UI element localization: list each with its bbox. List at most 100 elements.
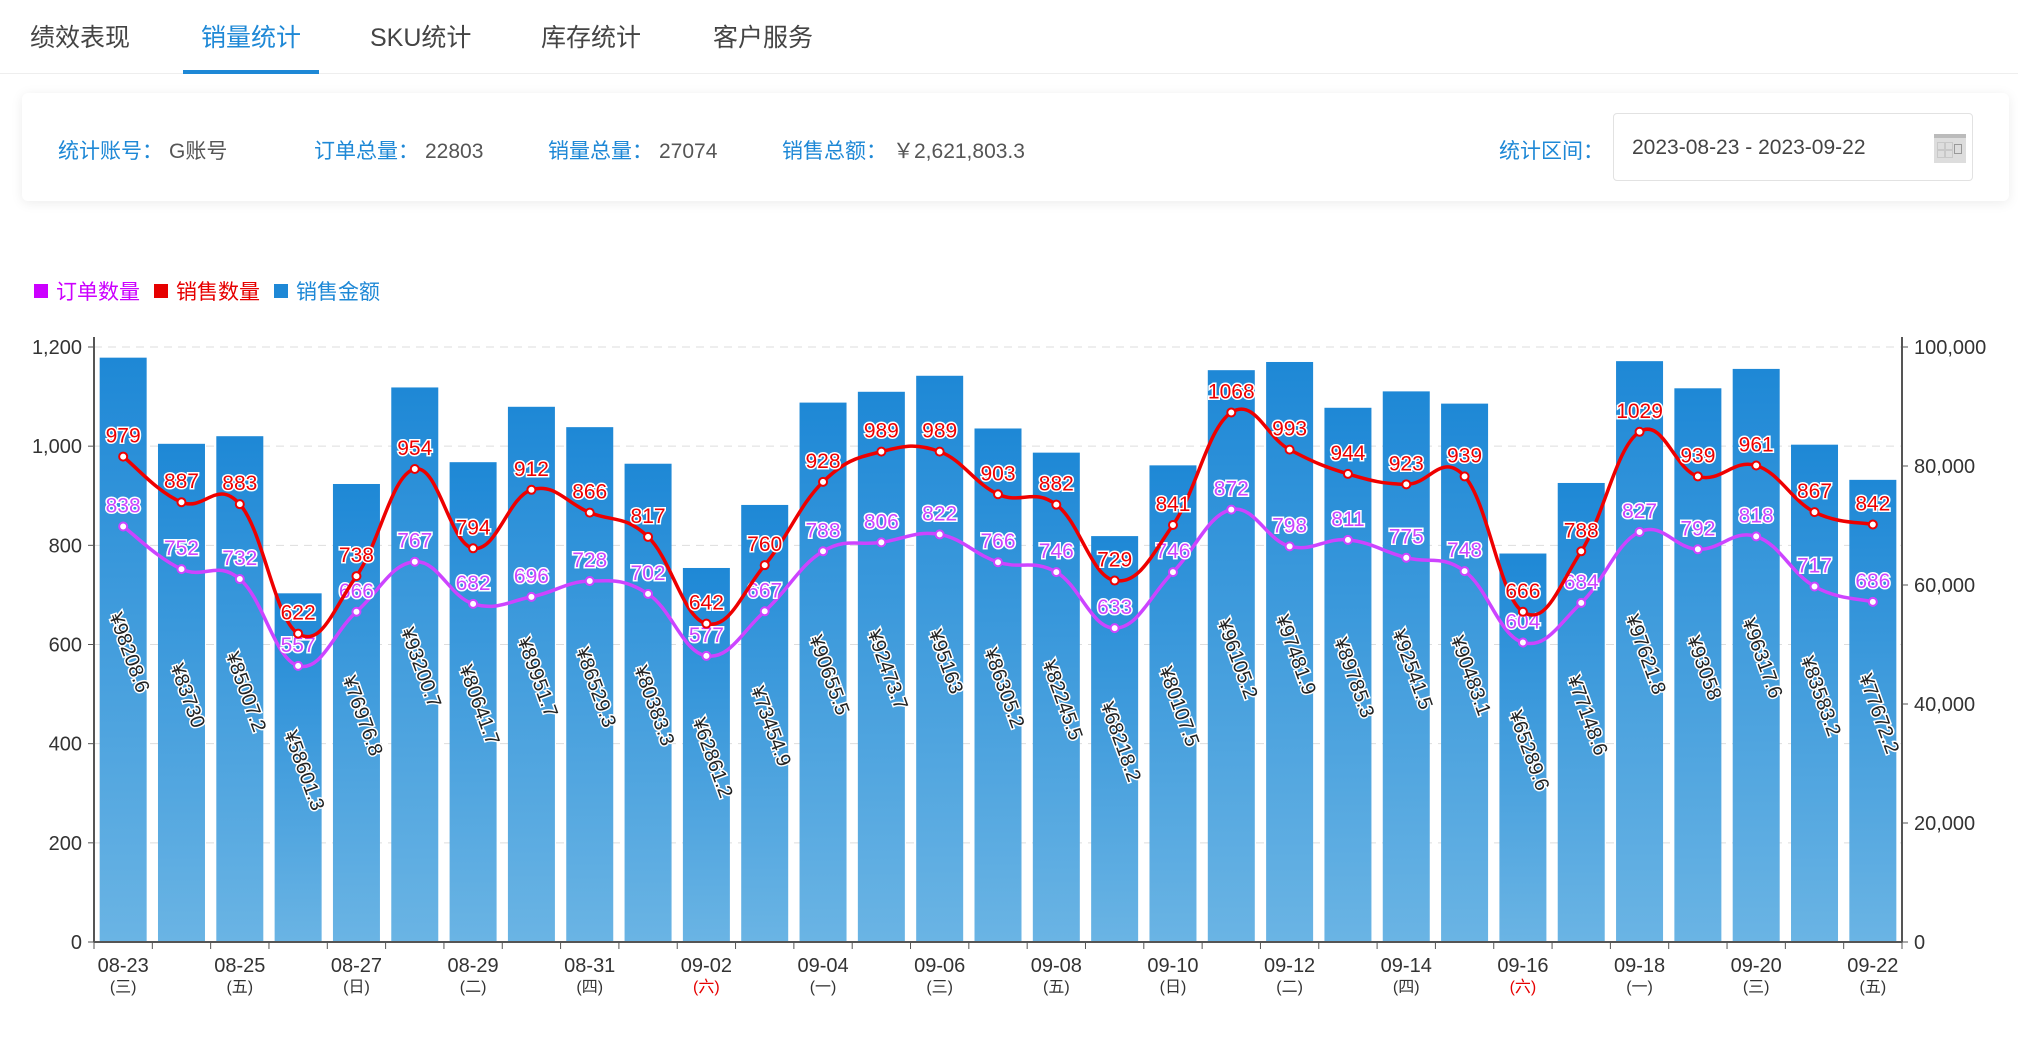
sales-qty-data-label: 1029 (1616, 400, 1663, 423)
tab-sku-stats[interactable]: SKU统计 (370, 24, 472, 52)
sales-qty-point (1692, 471, 1703, 482)
bar-sales-amount (1091, 536, 1139, 942)
legend-amount[interactable]: 销售金额 (274, 276, 380, 306)
sales-qty-data-label: 939 (1447, 444, 1482, 467)
x-weekday-label: (三) (1743, 979, 1770, 996)
sales-qty-point (234, 499, 245, 510)
orders-point (1284, 541, 1295, 552)
sales-qty-point (993, 489, 1003, 500)
sales-qty-point (876, 446, 887, 457)
right-tick-label: 20,000 (1914, 813, 1975, 835)
calendar-icon[interactable] (1934, 134, 1966, 163)
tab-customer-service[interactable]: 客户服务 (713, 24, 814, 52)
bar-sales-amount (682, 567, 730, 942)
bar-sales-amount (157, 443, 205, 942)
sales-qty-point (1576, 546, 1587, 557)
sales-qty-point (1167, 520, 1178, 531)
orders-data-label: 696 (514, 565, 549, 588)
bar-sales-amount (624, 463, 672, 942)
x-weekday-label: (五) (1043, 979, 1070, 996)
orders-point (934, 529, 945, 540)
bar-sales-amount (507, 406, 555, 943)
orders-data-label: 788 (806, 519, 841, 542)
orders-point (409, 556, 420, 567)
x-weekday-label: (六) (693, 978, 720, 996)
orders-data-label: 806 (864, 510, 899, 533)
sales-qty-data-label: 912 (514, 458, 549, 481)
x-tick-label: 09-02 (681, 955, 732, 977)
stat-qty: 销量总量： 27074 (548, 140, 718, 163)
x-tick-label: 09-18 (1614, 955, 1665, 977)
sales-qty-point (1109, 575, 1120, 586)
chart-legend: 订单数量 销售数量 销售金额 (34, 276, 380, 306)
sales-qty-data-label: 841 (1155, 493, 1190, 516)
bar-sales-amount (332, 483, 380, 942)
left-tick-label: 0 (71, 932, 82, 954)
tab-sales-stats[interactable]: 销量统计 (182, 18, 320, 74)
x-tick-label: 09-10 (1147, 955, 1198, 977)
bar-sales-amount (1849, 479, 1897, 942)
bar-sales-amount (1557, 482, 1605, 942)
orders-point (234, 574, 245, 585)
orders-data-label: 822 (922, 502, 957, 525)
sales-qty-data-label: 794 (456, 516, 491, 539)
orders-data-label: 775 (1389, 526, 1424, 549)
x-weekday-label: (四) (576, 979, 603, 996)
orders-data-label: 798 (1272, 514, 1307, 537)
right-tick-label: 40,000 (1914, 694, 1975, 716)
legend-qty[interactable]: 销售数量 (154, 276, 260, 306)
x-weekday-label: (日) (1160, 979, 1187, 996)
x-tick-label: 09-08 (1031, 955, 1082, 977)
left-tick-label: 200 (49, 833, 82, 855)
range-label: 统计区间： (1499, 140, 1604, 163)
sales-qty-data-label: 923 (1389, 452, 1424, 475)
right-tick-label: 100,000 (1914, 337, 1986, 359)
date-range-input[interactable]: 2023-08-23 - 2023-09-22 (1613, 113, 1973, 181)
stat-account: 统计账号： G账号 (58, 140, 228, 163)
legend-swatch (154, 284, 168, 298)
orders-point (818, 546, 829, 557)
sales-qty-point (1342, 468, 1353, 479)
orders-data-label: 818 (1739, 504, 1774, 527)
bar-sales-amount (1207, 370, 1255, 942)
tab-performance[interactable]: 绩效表现 (30, 24, 131, 52)
sales-qty-data-label: 883 (222, 472, 257, 495)
legend-orders[interactable]: 订单数量 (34, 276, 140, 306)
sales-qty-point (1517, 606, 1528, 617)
x-tick-label: 08-31 (564, 955, 615, 977)
orders-data-label: 811 (1331, 508, 1364, 531)
orders-point (526, 591, 537, 602)
sales-qty-point (468, 543, 479, 554)
summary-card: 统计账号： G账号 订单总量： 22803 销量总量： 27074 销售总额： ￥2,6… (22, 93, 2009, 201)
bar-sales-amount (1149, 465, 1197, 942)
sales-qty-data-label: 954 (397, 437, 432, 460)
x-weekday-label: (一) (810, 979, 837, 996)
orders-data-label: 752 (164, 537, 199, 560)
orders-data-label: 633 (1097, 596, 1132, 619)
sales-qty-point (1051, 499, 1062, 510)
sales-qty-data-label: 842 (1855, 493, 1890, 516)
sales-qty-point (351, 571, 362, 582)
orders-data-label: 766 (980, 530, 1015, 553)
sales-qty-data-label: 887 (164, 470, 199, 493)
sales-qty-data-label: 993 (1272, 418, 1307, 441)
x-weekday-label: (五) (226, 979, 253, 996)
sales-qty-data-label: 760 (747, 533, 782, 556)
sales-qty-data-label: 817 (631, 505, 666, 528)
x-weekday-label: (三) (110, 979, 137, 996)
x-tick-label: 08-27 (331, 955, 382, 977)
x-weekday-label: (一) (1626, 979, 1653, 996)
sales-qty-data-label: 729 (1097, 549, 1132, 572)
sales-qty-data-label: 622 (281, 602, 316, 625)
orders-data-label: 827 (1622, 500, 1657, 523)
x-tick-label: 09-12 (1264, 955, 1315, 977)
sales-qty-point (701, 618, 712, 629)
orders-data-label: 732 (222, 547, 257, 570)
bar-sales-amount (1791, 444, 1839, 942)
bar-sales-amount (1441, 403, 1489, 942)
stat-orders: 订单总量： 22803 (314, 140, 484, 163)
tab-inventory-stats[interactable]: 库存统计 (541, 24, 642, 52)
orders-point (1867, 596, 1878, 607)
orders-point (1051, 567, 1062, 578)
orders-data-label: 746 (1039, 540, 1074, 563)
